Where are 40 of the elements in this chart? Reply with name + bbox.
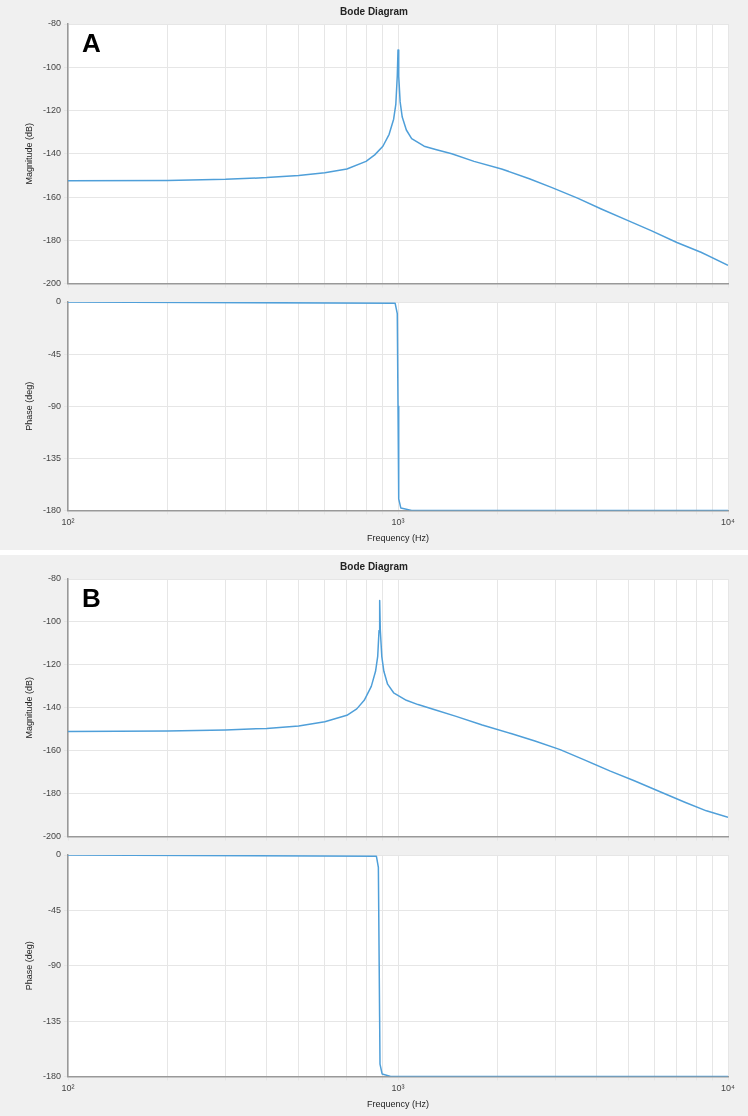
y-tick-label: -180 (42, 504, 61, 515)
annotation: B (82, 583, 101, 614)
y-axis-title: Magnitude (dB) (23, 677, 34, 739)
y-tick-label: -120 (42, 105, 61, 116)
y-tick-label: 0 (55, 296, 61, 307)
x-tick-label: 10² (61, 517, 75, 528)
y-axis-title: Phase (deg) (23, 381, 34, 431)
y-tick-label: -200 (42, 278, 61, 289)
y-tick-label: -90 (47, 400, 61, 411)
y-tick-label: -80 (47, 18, 61, 29)
y-tick-label: -45 (47, 348, 61, 359)
y-tick-label: -100 (42, 616, 61, 627)
y-axis-title: Magnitude (dB) (23, 123, 34, 185)
y-tick-label: -140 (42, 148, 61, 159)
x-axis-title: Frequency (Hz) (366, 533, 430, 544)
y-tick-label: -45 (47, 904, 61, 915)
y-tick-label: -180 (42, 788, 61, 799)
y-tick-label: -140 (42, 702, 61, 713)
x-tick-label: 10³ (391, 1083, 405, 1094)
y-tick-label: 0 (55, 849, 61, 860)
y-tick-label: -200 (42, 831, 61, 842)
y-axis-title: Phase (deg) (23, 941, 34, 991)
x-tick-label: 10² (61, 1083, 75, 1094)
y-tick-label: -80 (47, 573, 61, 584)
y-tick-label: -180 (42, 234, 61, 245)
x-axis-title: Frequency (Hz) (366, 1099, 430, 1110)
y-tick-label: -160 (42, 191, 61, 202)
y-tick-label: -135 (42, 1015, 61, 1026)
x-tick-label: 10⁴ (721, 517, 736, 528)
x-tick-label: 10⁴ (721, 1083, 736, 1094)
y-tick-label: -160 (42, 745, 61, 756)
y-tick-label: -120 (42, 659, 61, 670)
y-tick-label: -135 (42, 452, 61, 463)
x-tick-label: 10³ (391, 517, 405, 528)
annotation: A (82, 28, 101, 59)
y-tick-label: -90 (47, 960, 61, 971)
y-tick-label: -100 (42, 61, 61, 72)
chart-title: Bode Diagram (340, 5, 408, 17)
chart-title: Bode Diagram (340, 560, 408, 572)
y-tick-label: -180 (42, 1070, 61, 1081)
